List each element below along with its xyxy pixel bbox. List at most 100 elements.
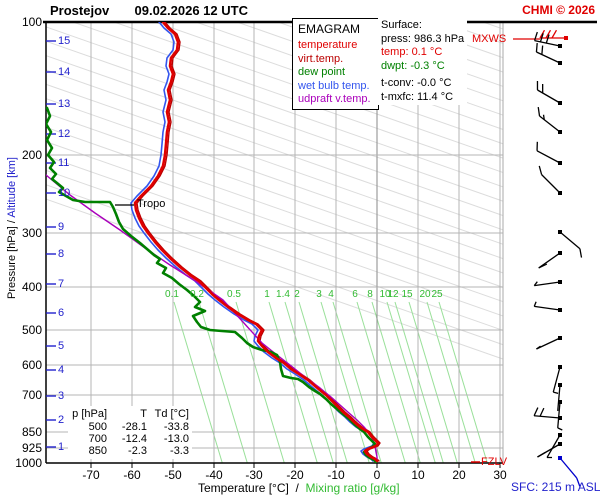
mixing-ratio-label: 12: [387, 289, 399, 300]
sounding-curves: [46, 22, 381, 463]
wind-barb: [537, 442, 562, 458]
wind-barb: [536, 141, 562, 165]
station-name: Prostejov: [50, 3, 110, 18]
wind-barb: [533, 407, 562, 420]
table-row: 850 -2.3 -3.3: [71, 445, 189, 457]
dry-adiabat-line: [46, 26, 503, 188]
mixing-ratio-line: [371, 301, 421, 463]
surface-info-line: t-conv: -0.0 °C: [381, 77, 452, 89]
mixing-ratio-label: 0.2: [190, 289, 204, 300]
mixing-ratio-label: 20: [419, 289, 431, 300]
mixing-ratio-label: 3: [316, 289, 322, 300]
freezing-level-label: FZLV: [481, 456, 508, 468]
table-row: 500 -28.1 -33.8: [71, 421, 189, 433]
altitude-tick-label: 11: [58, 157, 70, 169]
dry-adiabat-line: [72, 22, 503, 174]
x-axis-title-mixing: Mixing ratio [g/kg]: [305, 481, 400, 495]
surface-info-line: press: 986.3 hPa: [381, 32, 465, 45]
page-title: Prostejov 09.02.2026 12 UTC: [50, 3, 248, 18]
wind-barb-mxws: [539, 29, 568, 40]
mixing-ratio-line: [438, 301, 488, 463]
mixing-ratio-label: 0.5: [227, 289, 241, 300]
table-cell: 850: [88, 445, 107, 457]
table-header-row: p [hPa] T Td [°C]: [71, 408, 189, 420]
mixing-ratio-label: 8: [367, 289, 373, 300]
legend-title: EMAGRAM: [298, 22, 361, 36]
wind-barb: [558, 230, 583, 258]
legend-item: udpraft v.temp.: [298, 93, 371, 105]
wind-barb: [533, 31, 562, 48]
surface-elevation-label: SFC: 215 m ASL: [511, 480, 600, 494]
altitude-tick-label: 9: [58, 221, 65, 233]
legend-item: dew point: [298, 66, 346, 78]
table-cell: 500: [88, 421, 107, 433]
dry-adiabat-line: [46, 184, 503, 346]
altitude-tick-label: 15: [58, 35, 71, 47]
mixing-ratio-line: [320, 301, 370, 463]
temperature-tick-label: -10: [327, 468, 345, 482]
altitude-tick-label: 10: [58, 187, 71, 199]
pressure-tick-label: 850: [21, 425, 42, 439]
pressure-tick-label: 700: [21, 388, 42, 402]
dry-adiabat-line: [46, 112, 503, 274]
altitude-tick-label: 6: [58, 307, 65, 319]
dry-adiabat-line: [46, 55, 503, 217]
table-cell: -33.8: [163, 421, 189, 433]
temperature-tick-label: 0: [373, 468, 381, 482]
legend-item: temperature: [298, 39, 358, 51]
altitude-tick-label: 2: [58, 414, 65, 426]
dry-adiabat-line: [46, 40, 503, 202]
wind-barb: [546, 433, 562, 459]
pressure-tick-label: 500: [21, 323, 42, 337]
tropopause-label: Tropo: [137, 198, 166, 210]
altitude-tick-label: 13: [58, 98, 71, 110]
mixing-ratio-label: 10: [379, 289, 391, 300]
mixing-ratio-label: 15: [401, 289, 413, 300]
mixing-ratio-line: [386, 301, 436, 463]
altitude-tick-label: 12: [58, 128, 71, 140]
altitude-tick-label: 1: [58, 441, 65, 453]
wind-barb: [557, 383, 562, 411]
legend-item: virt.temp.: [298, 52, 344, 65]
legend-box: EMAGRAM temperature virt.temp. dew point we…: [292, 18, 379, 110]
temperature-tick-label: -50: [164, 468, 182, 482]
wind-barb: [557, 400, 563, 431]
temperature-tick-label: -30: [245, 468, 263, 482]
temperature-tick-label: 10: [411, 468, 425, 482]
dry-adiabat-line: [46, 141, 503, 303]
x-axis-title-temperature: Temperature [°C]: [198, 481, 289, 495]
pressure-tick-label: 1000: [15, 456, 42, 470]
dry-adiabat-line: [46, 83, 503, 245]
altitude-tick-label: 5: [58, 340, 65, 352]
dry-adiabat-line: [46, 155, 503, 317]
temperature-tick-label: -70: [82, 468, 100, 482]
altitude-tick-label: 4: [58, 364, 65, 376]
table-header: p [hPa]: [72, 408, 107, 420]
temperature-tick-label: -60: [123, 468, 141, 482]
table-cell: -28.1: [121, 421, 147, 433]
pressure-tick-label: 200: [21, 148, 42, 162]
altitude-tick-label: 8: [58, 248, 65, 260]
mixing-ratio-line: [426, 301, 476, 463]
y-axis-title-altitude: Altitude [km]: [6, 157, 18, 218]
mixing-ratio-label: 2: [294, 289, 300, 300]
surface-info-box: Surface: press: 986.3 hPa temp: 0.1 °C dwpt…: [378, 18, 468, 105]
mixing-ratio-label: 25: [431, 289, 443, 300]
wind-barb: [552, 365, 562, 395]
mixing-ratio-label: 1.4: [276, 289, 290, 300]
wind-barb-sfc-wind: [558, 456, 581, 487]
sounding-datetime: 09.02.2026 12 UTC: [134, 3, 248, 18]
legend-item: wet bulb temp.: [298, 79, 370, 92]
dry-adiabat-line: [46, 69, 503, 231]
mixing-ratio-label: 4: [328, 289, 334, 300]
curve-dew-point: [46, 106, 378, 463]
wind-barb: [536, 336, 562, 350]
wind-barb: [538, 165, 562, 195]
copyright-label: CHMI © 2026: [522, 3, 595, 17]
level-data-table: p [hPa] T Td [°C] 500 -28.1 -33.8 700 -12.4 -13.…: [68, 406, 192, 459]
x-axis-title: Temperature [°C] / Mixing ratio [g/kg]: [198, 481, 400, 495]
wind-barb-column: [533, 29, 583, 487]
altitude-tick-label: 7: [58, 278, 65, 290]
curve-temperature: [133, 22, 380, 463]
